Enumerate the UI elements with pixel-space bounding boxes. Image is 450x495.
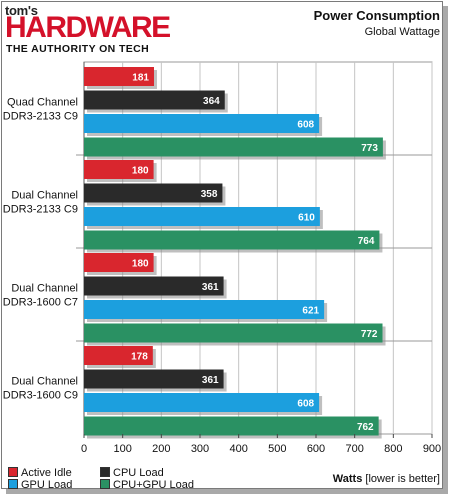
- bar-value-label: 610: [298, 213, 315, 224]
- legend-swatch: [8, 467, 18, 477]
- x-tick-label: 200: [152, 443, 170, 455]
- category-label: Quad Channel DDR3-2133 C9: [3, 97, 78, 123]
- bar: [84, 253, 154, 272]
- legend-label: CPU Load: [113, 467, 164, 479]
- x-axis: 0 100 200 300 400 500 600 700 800 900: [81, 434, 441, 455]
- x-tick-label: 300: [191, 443, 209, 455]
- bar-value-label: 180: [132, 259, 149, 270]
- legend-swatch: [100, 479, 110, 489]
- category-label-line: Dual Channel: [11, 283, 78, 295]
- bar-value-label: 621: [302, 306, 319, 317]
- category-label-line: Quad Channel: [7, 97, 78, 109]
- bar: [84, 160, 154, 179]
- frame-shadow-bottom: [6, 489, 448, 494]
- chart-subtitle: Global Wattage: [364, 26, 440, 38]
- bar-value-label: 764: [358, 236, 375, 247]
- bar-value-label: 361: [202, 375, 219, 386]
- bar-value-label: 608: [297, 399, 314, 410]
- logo-hardware-text: HARDWARE: [5, 11, 171, 44]
- bar: [84, 369, 224, 389]
- legend-label: CPU+GPU Load: [113, 479, 195, 491]
- legend-swatch: [8, 479, 18, 489]
- bar: [84, 323, 383, 343]
- bar: [84, 230, 380, 250]
- bar: [84, 137, 383, 157]
- legend-swatch: [100, 467, 110, 477]
- bar-value-label: 181: [132, 73, 149, 84]
- chart-bars: 181 364 608 773 180 358 610 764 180 361 621 772 178 3…: [84, 67, 386, 439]
- category-label: Dual Channel DDR3-1600 C9: [3, 376, 78, 402]
- category-label: Dual Channel DDR3-2133 C9: [3, 190, 78, 216]
- category-label-line: DDR3-2133 C9: [3, 204, 78, 216]
- bar: [84, 300, 325, 319]
- x-tick-label: 700: [345, 443, 363, 455]
- bar-value-label: 180: [132, 166, 149, 177]
- x-tick-label: 800: [384, 443, 402, 455]
- category-label-line: DDR3-2133 C9: [3, 111, 78, 123]
- bar-value-label: 773: [361, 143, 378, 154]
- category-label-line: Dual Channel: [11, 190, 78, 202]
- x-tick-label: 100: [113, 443, 131, 455]
- logo-tagline: THE AUTHORITY ON TECH: [6, 43, 150, 55]
- bar: [84, 393, 320, 412]
- legend-item-cpu-load: CPU Load: [100, 467, 164, 479]
- bar-value-label: 358: [201, 189, 218, 200]
- category-label-line: DDR3-1600 C9: [3, 390, 78, 402]
- bar: [84, 346, 153, 365]
- bar-value-label: 608: [297, 120, 314, 131]
- x-axis-unit: Watts: [332, 473, 363, 485]
- category-labels: Quad Channel DDR3-2133 C9 Dual Channel DDR3…: [3, 97, 78, 402]
- chart-title: Power Consumption: [313, 8, 440, 23]
- legend-item-cpu-gpu-load: CPU+GPU Load: [100, 479, 194, 491]
- bar: [84, 183, 223, 203]
- legend-label: GPU Load: [21, 479, 73, 491]
- bar-value-label: 364: [203, 96, 220, 107]
- category-label-line: Dual Channel: [11, 376, 78, 388]
- x-tick-label: 600: [307, 443, 325, 455]
- bar-value-label: 361: [202, 282, 219, 293]
- category-label: Dual Channel DDR3-1600 C7: [3, 283, 78, 309]
- bar: [84, 207, 320, 226]
- bar-value-label: 772: [361, 329, 378, 340]
- bar-value-label: 762: [357, 422, 374, 433]
- bar: [84, 114, 320, 133]
- bar: [84, 276, 224, 296]
- bar: [84, 67, 154, 86]
- bar: [84, 90, 225, 110]
- frame-shadow-right: [443, 6, 448, 490]
- bar: [84, 416, 379, 436]
- x-tick-label: 900: [423, 443, 441, 455]
- x-tick-label: 0: [81, 443, 87, 455]
- legend-label: Active Idle: [21, 467, 72, 479]
- logo-toms-text: tom's: [5, 3, 38, 18]
- x-tick-label: 400: [229, 443, 247, 455]
- legend-item-gpu-load: GPU Load: [8, 479, 72, 491]
- x-axis-note: [lower is better]: [365, 473, 440, 485]
- legend-item-active-idle: Active Idle: [8, 467, 72, 479]
- category-label-line: DDR3-1600 C7: [3, 297, 78, 309]
- bar-value-label: 178: [131, 352, 148, 363]
- x-tick-label: 500: [268, 443, 286, 455]
- x-axis-title: Watts [lower is better]: [333, 473, 440, 485]
